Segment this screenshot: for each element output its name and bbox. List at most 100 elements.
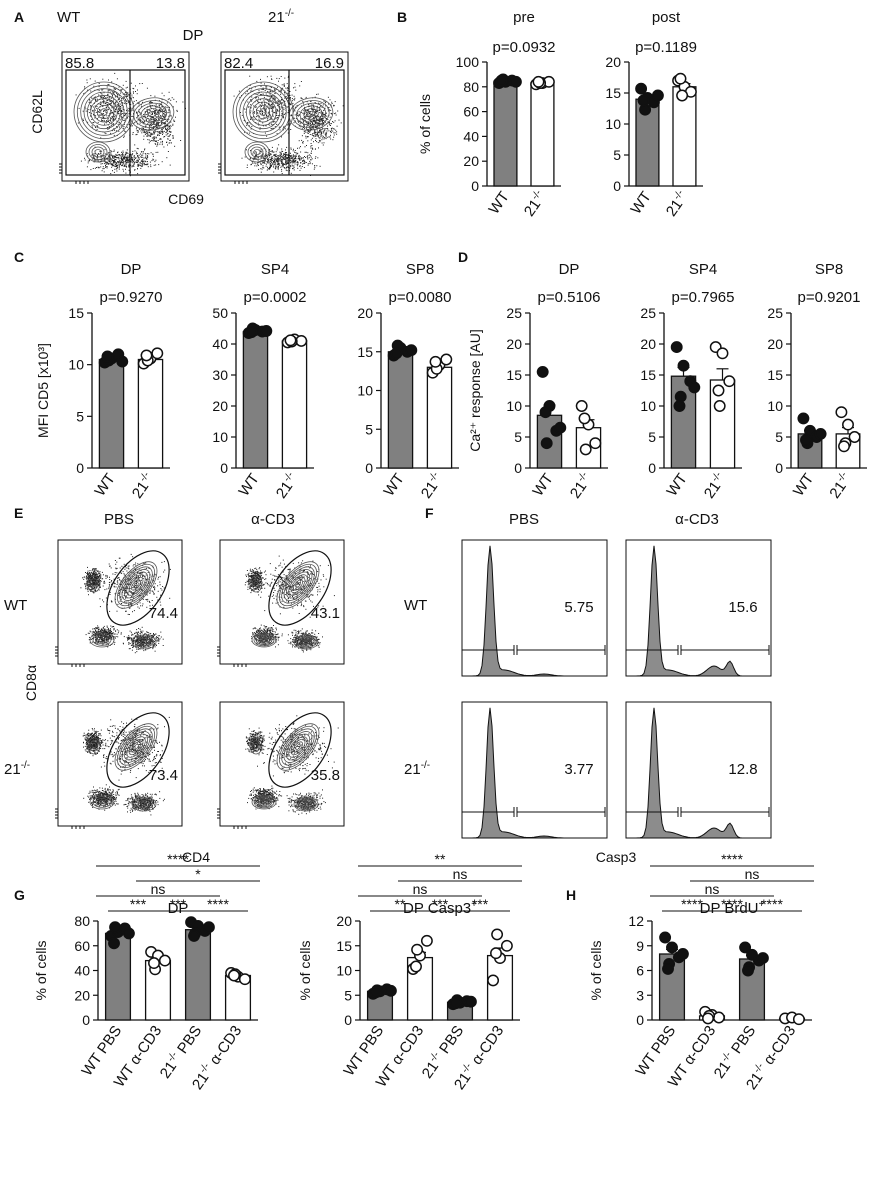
event-dot (115, 154, 117, 156)
event-dot (125, 80, 127, 82)
event-dot (88, 580, 90, 582)
event-dot (250, 107, 252, 109)
event-dot (253, 162, 255, 164)
panel-e: PBS α-CD3 WT 21-/- CD8α CD4 74.4 43.173.4… (4, 511, 345, 865)
event-dot (299, 85, 301, 87)
event-dot (310, 147, 312, 149)
event-dot (151, 125, 153, 127)
event-dot (121, 581, 123, 583)
event-dot (132, 594, 134, 596)
event-dot (325, 117, 326, 119)
event-dot (118, 163, 120, 165)
event-dot (307, 152, 309, 154)
event-dot (119, 578, 120, 580)
event-dot (295, 118, 297, 120)
event-dot (137, 173, 139, 175)
event-dot (99, 635, 101, 636)
event-dot (155, 159, 157, 161)
event-dot (122, 586, 124, 588)
event-dot (149, 112, 151, 114)
event-dot (127, 159, 129, 161)
event-dot (153, 127, 155, 129)
event-dot (104, 160, 106, 162)
event-dot (118, 162, 119, 164)
event-dot (273, 112, 275, 114)
event-dot (131, 96, 133, 98)
event-dot (109, 122, 110, 124)
event-dot (83, 93, 85, 95)
event-dot (147, 635, 149, 637)
event-dot (172, 124, 174, 126)
event-dot (142, 575, 144, 577)
event-dot (264, 103, 265, 105)
event-dot (93, 568, 95, 570)
event-dot (150, 113, 152, 115)
event-dot (308, 154, 310, 156)
event-dot (124, 113, 126, 115)
event-dot (149, 120, 151, 122)
event-dot (251, 116, 253, 118)
event-dot (280, 93, 282, 95)
event-dot (116, 168, 118, 170)
event-dot (275, 168, 277, 170)
event-dot (99, 109, 100, 111)
event-dot (108, 632, 110, 634)
event-dot (110, 103, 111, 105)
event-dot (141, 159, 143, 161)
event-dot (130, 160, 132, 162)
event-dot (110, 132, 112, 134)
event-dot (318, 136, 319, 138)
event-dot (167, 144, 168, 146)
event-dot (255, 163, 257, 165)
event-dot (148, 582, 150, 584)
event-dot (254, 157, 256, 159)
event-dot (152, 604, 153, 606)
event-dot (265, 93, 267, 95)
event-dot (270, 95, 272, 97)
event-dot (114, 107, 115, 109)
event-dot (275, 97, 277, 99)
event-dot (335, 112, 337, 114)
event-dot (118, 111, 119, 112)
event-dot (96, 632, 98, 634)
event-dot (294, 161, 296, 163)
event-dot (174, 145, 176, 147)
event-dot (128, 638, 130, 640)
event-dot (322, 112, 324, 114)
event-dot (327, 119, 329, 120)
event-dot (312, 125, 314, 127)
event-dot (121, 156, 123, 158)
event-dot (152, 638, 154, 640)
event-dot (86, 575, 88, 577)
event-dot (131, 159, 133, 160)
event-dot (96, 100, 98, 102)
event-dot (92, 583, 94, 585)
event-dot (292, 159, 294, 161)
event-dot (106, 86, 108, 88)
event-dot (120, 116, 122, 118)
event-dot (102, 627, 104, 628)
event-dot (118, 158, 120, 160)
event-dot (108, 638, 110, 640)
event-dot (137, 636, 139, 638)
event-dot (254, 86, 256, 88)
event-dot (112, 100, 114, 102)
event-dot (303, 124, 304, 126)
event-dot (266, 161, 268, 163)
event-dot (105, 156, 107, 158)
event-dot (123, 135, 125, 137)
event-dot (127, 600, 129, 602)
event-dot (97, 578, 99, 580)
event-dot (145, 156, 147, 158)
event-dot (133, 574, 135, 576)
event-dot (301, 157, 303, 159)
event-dot (307, 136, 309, 138)
event-dot (266, 115, 268, 117)
event-dot (282, 159, 284, 161)
event-dot (119, 109, 121, 111)
event-dot (108, 127, 110, 129)
event-dot (129, 578, 131, 580)
event-dot (254, 106, 256, 108)
event-dot (162, 129, 163, 131)
event-dot (89, 642, 91, 644)
